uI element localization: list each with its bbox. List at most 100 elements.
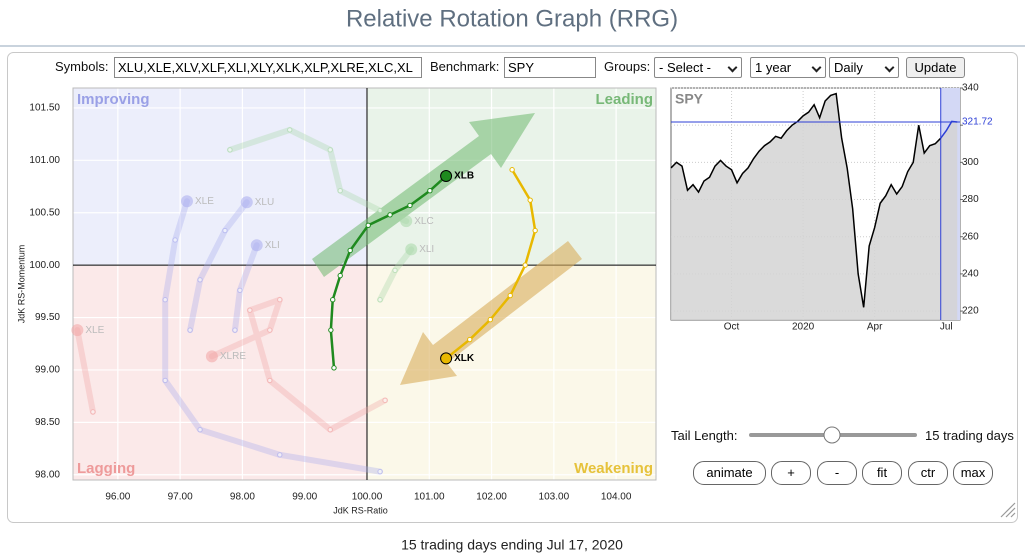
period-select[interactable]: 1 year <box>750 57 826 78</box>
tail-point <box>347 247 353 254</box>
y-tick-label: 100.50 <box>29 207 60 218</box>
tail-point <box>222 227 228 234</box>
x-tick-label: 98.00 <box>230 492 255 503</box>
quadrant-label: Improving <box>77 91 150 108</box>
quadrant-label: Weakening <box>574 460 653 477</box>
x-tick-label: Oct <box>724 322 740 333</box>
y-tick-label: 340 <box>962 83 979 94</box>
animate-button[interactable]: animate <box>693 461 766 485</box>
tail-head <box>440 352 453 365</box>
tail-point <box>365 222 371 229</box>
tail-point <box>287 127 293 133</box>
tail-point <box>377 297 383 303</box>
symbol-label: XLRE <box>220 351 246 362</box>
symbol-label: XLU <box>255 197 274 208</box>
y-tick-label: 99.00 <box>35 365 60 376</box>
y-tick-label: 98.50 <box>35 417 60 428</box>
tail-point <box>187 327 193 333</box>
y-axis-title: JdK RS-Momentum <box>16 245 26 324</box>
tail-head <box>440 170 453 183</box>
tail-point <box>331 365 337 371</box>
benchmark-chart: 321.72 SPY 220 240 260 280 300 340 Oct 2020 Apr Jul <box>670 83 993 333</box>
tail-point <box>427 188 433 194</box>
tail-point <box>197 426 203 433</box>
tail-head <box>180 195 193 208</box>
tail-point <box>532 227 538 234</box>
x-tick-label: 99.00 <box>292 492 317 503</box>
x-tick-label: 2020 <box>792 322 815 333</box>
tail-head <box>405 243 418 256</box>
direction-arrow <box>400 241 582 385</box>
zoom-out-button[interactable]: - <box>817 461 857 485</box>
tail-point <box>382 397 388 404</box>
quadrant <box>366 88 656 266</box>
benchmark-label: Benchmark: <box>430 59 500 74</box>
faded-tail-line <box>226 126 410 225</box>
symbols-input[interactable]: XLU,XLE,XLV,XLF,XLI,XLY,XLK,XLP,XLRE,XLC… <box>114 57 422 78</box>
tail-point <box>277 452 283 458</box>
tail-point <box>487 316 494 323</box>
tail-head <box>71 324 84 337</box>
quadrant-label: Lagging <box>77 460 135 477</box>
y-tick-label: 101.50 <box>29 103 60 114</box>
tail-point <box>407 202 413 209</box>
zoom-in-button[interactable]: + <box>771 461 811 485</box>
x-tick-label: 102.00 <box>476 492 507 503</box>
tail-point <box>377 207 383 214</box>
x-tick-label: 101.00 <box>414 492 445 503</box>
tail-point <box>327 426 333 433</box>
resize-grip <box>1000 502 1016 518</box>
benchmark-input[interactable]: SPY <box>504 57 596 78</box>
symbol-label: XLC <box>414 216 433 227</box>
faded-tail-line <box>74 327 96 415</box>
quadrant <box>73 265 367 480</box>
tail-point <box>377 468 383 475</box>
y-tick-label: 100.00 <box>29 260 60 271</box>
tail-point <box>522 262 528 268</box>
tail-point <box>327 147 333 153</box>
tail-point <box>227 147 233 153</box>
frequency-select[interactable]: Daily <box>829 57 899 78</box>
slider-knob[interactable] <box>823 426 841 444</box>
x-tick-label: 96.00 <box>105 492 130 503</box>
tail-point <box>162 297 168 303</box>
tail-point <box>162 377 168 384</box>
symbols-label: Symbols: <box>55 59 109 74</box>
symbol-label: XLI <box>419 244 434 255</box>
y-tick-label: 98.00 <box>35 469 60 480</box>
faded-tail-line <box>187 199 250 334</box>
rrg-tails: XLE XLU XLI XLRE XLE XLC XLI XLB XLK <box>71 126 538 475</box>
tail-point <box>90 409 96 415</box>
tail-point <box>337 188 343 194</box>
symbol-label: XLK <box>454 353 475 364</box>
price-line <box>670 92 942 308</box>
tail-point <box>247 307 253 313</box>
tail-point <box>337 272 343 279</box>
footer: 15 trading days ending Jul 17, 2020 <box>401 537 623 553</box>
tail-value: 15 trading days <box>925 428 1014 443</box>
fit-button[interactable]: fit <box>862 461 902 485</box>
tail-label: Tail Length: <box>671 428 738 443</box>
tail-point <box>527 197 533 203</box>
y-tick-label: 300 <box>962 157 979 168</box>
max-button[interactable]: max <box>953 461 993 485</box>
x-tick-label: Jul <box>940 322 953 333</box>
tail-head <box>240 196 253 209</box>
page-title: Relative Rotation Graph (RRG) <box>346 5 678 32</box>
tail-point <box>509 167 515 173</box>
tail-point <box>232 327 238 333</box>
groups-select[interactable]: - Select - <box>654 57 742 78</box>
last-value-label: 321.72 <box>962 117 993 128</box>
center-button[interactable]: ctr <box>908 461 948 485</box>
x-axis-title: JdK RS-Ratio <box>333 505 388 515</box>
update-button[interactable]: Update <box>906 57 965 78</box>
tail-head <box>400 215 413 228</box>
groups-label: Groups: <box>604 59 651 74</box>
x-tick-label: 103.00 <box>539 492 570 503</box>
tail-head <box>205 350 218 363</box>
tail-point <box>197 277 203 283</box>
x-tick-label: Apr <box>867 322 883 333</box>
x-tick-label: 97.00 <box>168 492 193 503</box>
